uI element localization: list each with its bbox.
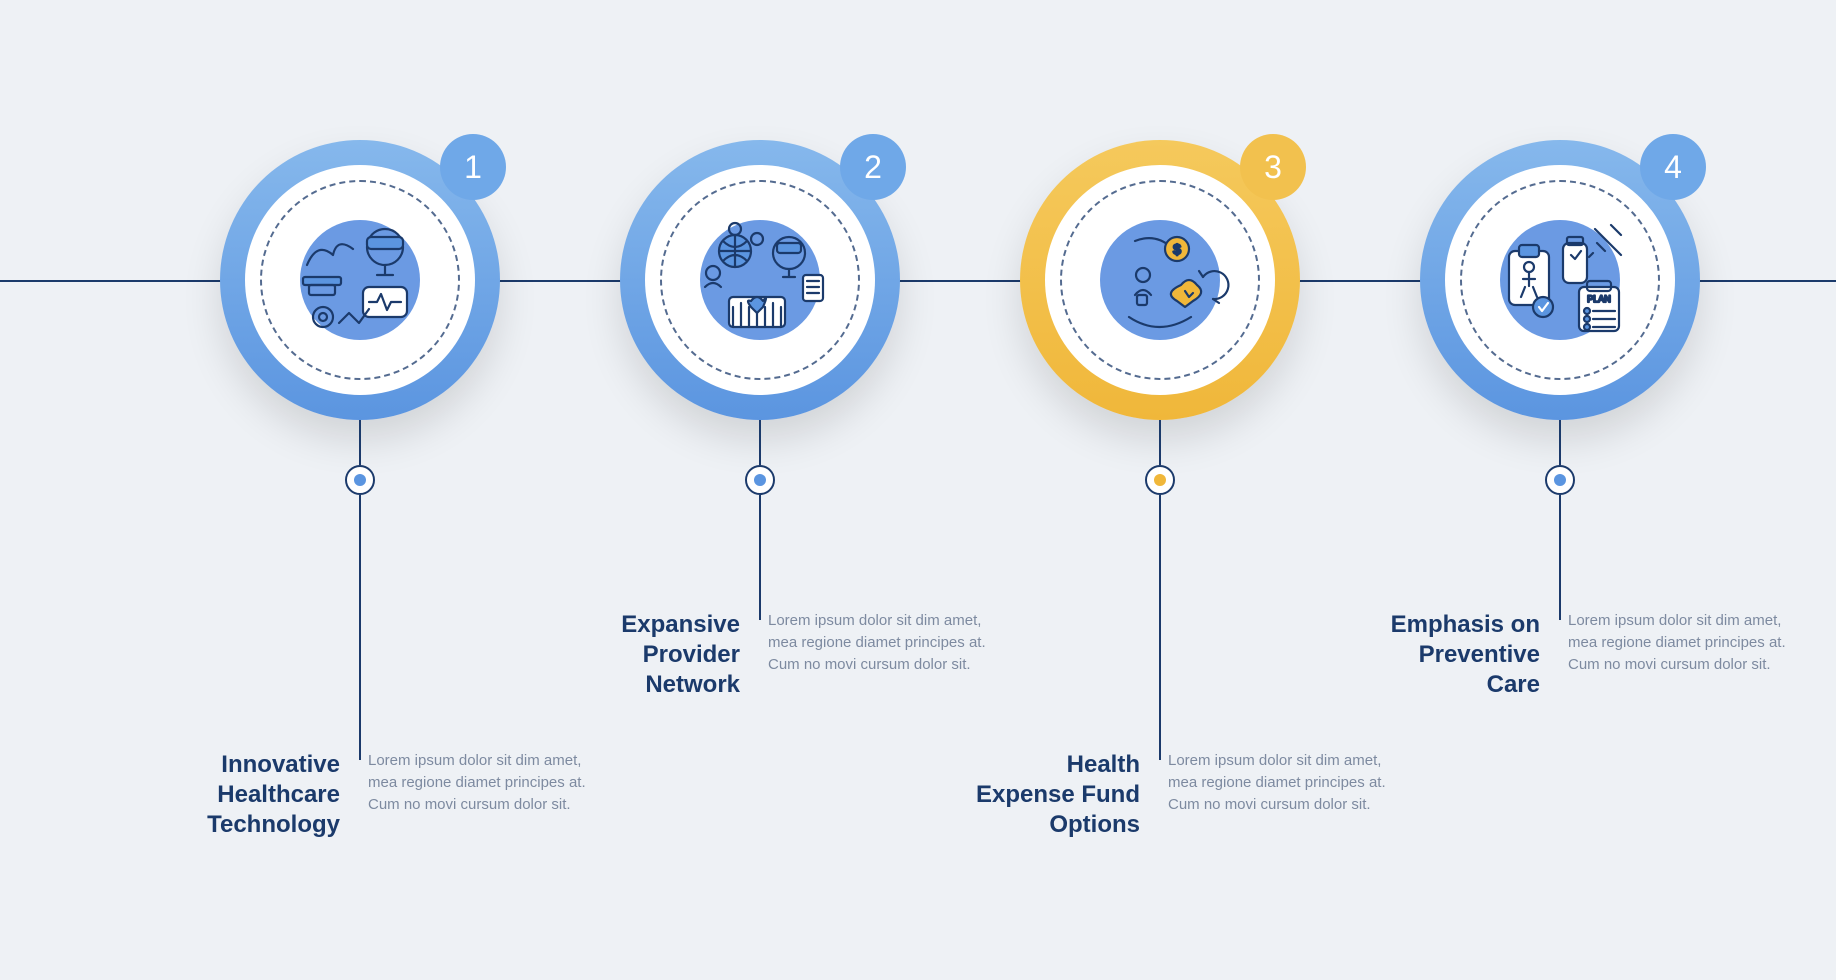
step-number-badge: 1	[440, 134, 506, 200]
preventive-icon: PLAN	[1445, 165, 1675, 395]
step-title: Expansive Provider Network	[570, 610, 740, 700]
step-number-badge: 3	[1240, 134, 1306, 200]
connector-node	[1545, 465, 1575, 495]
step-text: Innovative Healthcare Technology Lorem ip…	[170, 750, 590, 840]
fund-icon: $	[1045, 165, 1275, 395]
connector-node	[745, 465, 775, 495]
step-circle: PLAN 4	[1420, 140, 1700, 420]
step-text: Emphasis on Preventive Care Lorem ipsum d…	[1370, 610, 1790, 700]
step-title: Health Expense Fund Options	[970, 750, 1140, 840]
step-title: Innovative Healthcare Technology	[170, 750, 340, 840]
connector-node	[1145, 465, 1175, 495]
step-body: Lorem ipsum dolor sit dim amet, mea regi…	[1568, 610, 1790, 675]
step-number-badge: 2	[840, 134, 906, 200]
step-text: Expansive Provider Network Lorem ipsum do…	[570, 610, 990, 700]
infographic-item: 2Expansive Provider NetworkLorem ipsum d…	[570, 140, 950, 420]
step-number-badge: 4	[1640, 134, 1706, 200]
svg-text:$: $	[1173, 241, 1181, 257]
step-text: Health Expense Fund Options Lorem ipsum d…	[970, 750, 1390, 840]
tech-icon	[245, 165, 475, 395]
step-title: Emphasis on Preventive Care	[1370, 610, 1540, 700]
step-body: Lorem ipsum dolor sit dim amet, mea regi…	[1168, 750, 1390, 815]
step-circle: $ 3	[1020, 140, 1300, 420]
step-circle: 1	[220, 140, 500, 420]
step-body: Lorem ipsum dolor sit dim amet, mea regi…	[768, 610, 990, 675]
connector-line	[1559, 420, 1561, 620]
infographic-stage: 1 Innovative Healthcare Technology Lorem i…	[0, 0, 1836, 980]
infographic-item: 1Innovative Healthcare TechnologyLorem i…	[170, 140, 550, 420]
network-icon	[645, 165, 875, 395]
connector-line	[759, 420, 761, 620]
connector-node	[345, 465, 375, 495]
step-body: Lorem ipsum dolor sit dim amet, mea regi…	[368, 750, 590, 815]
step-circle: 2	[620, 140, 900, 420]
infographic-item: $ 3Health Expense Fund OptionsLorem ipsu…	[970, 140, 1350, 420]
infographic-item: PLAN 4Emphasis on Preventive CareLorem i…	[1370, 140, 1750, 420]
svg-text:PLAN: PLAN	[1587, 294, 1611, 304]
